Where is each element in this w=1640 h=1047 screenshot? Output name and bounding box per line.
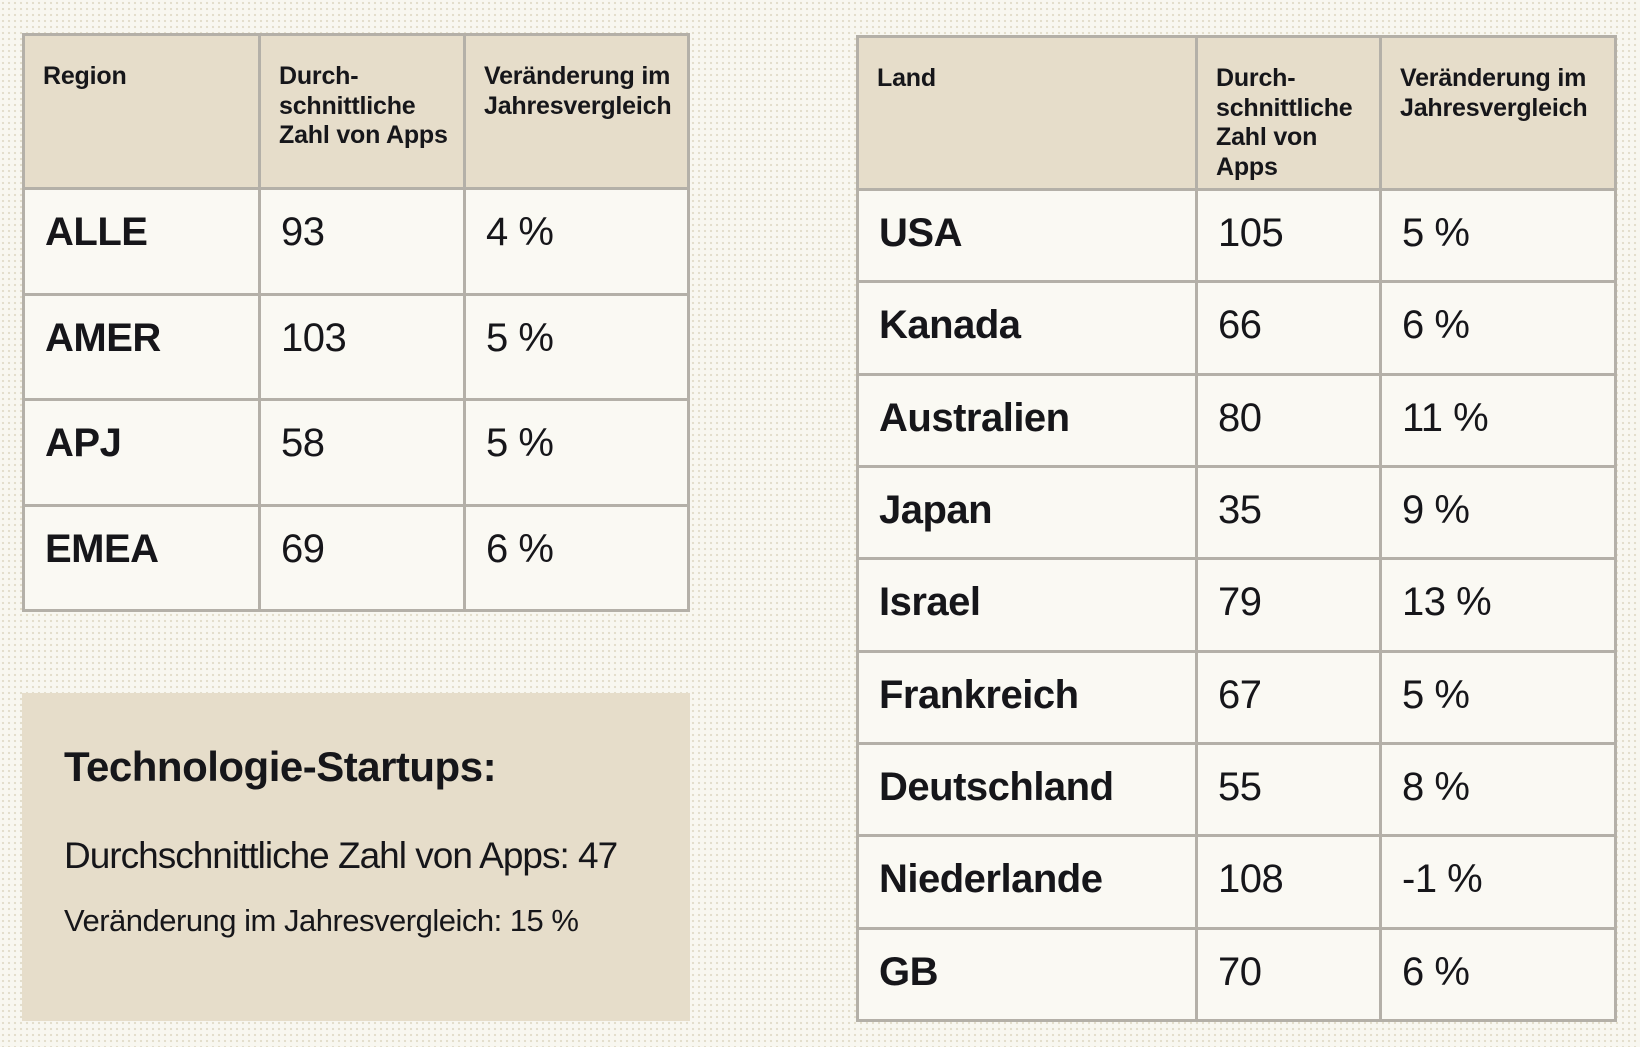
region-name: ALLE (25, 190, 258, 293)
country-table-header-yoy: Veränderung im Jahresvergleich (1382, 38, 1614, 188)
country-yoy: 13 % (1382, 560, 1614, 650)
country-yoy: 8 % (1382, 745, 1614, 835)
country-name: Israel (859, 560, 1195, 650)
region-avg-apps: 103 (261, 295, 463, 398)
country-name: GB (859, 929, 1195, 1019)
region-yoy: 6 % (466, 506, 687, 609)
region-name: EMEA (25, 506, 258, 609)
country-yoy: 9 % (1382, 468, 1614, 558)
country-name: Frankreich (859, 652, 1195, 742)
country-yoy: -1 % (1382, 837, 1614, 927)
country-name: Deutschland (859, 745, 1195, 835)
country-name: Australien (859, 375, 1195, 465)
country-avg-apps: 55 (1198, 745, 1379, 835)
country-name: USA (859, 191, 1195, 281)
region-avg-apps: 69 (261, 506, 463, 609)
country-yoy: 6 % (1382, 929, 1614, 1019)
region-yoy: 5 % (466, 401, 687, 504)
callout-yoy: Veränderung im Jahresvergleich: 15 % (64, 903, 579, 938)
country-avg-apps: 66 (1198, 283, 1379, 373)
region-yoy: 5 % (466, 295, 687, 398)
region-table-header-yoy: Veränderung im Jahresvergleich (466, 36, 687, 187)
region-name: APJ (25, 401, 258, 504)
region-table-header-region: Region (25, 36, 258, 187)
callout-avg-apps: Durchschnittliche Zahl von Apps: 47 (64, 835, 618, 876)
country-avg-apps: 70 (1198, 929, 1379, 1019)
country-avg-apps: 108 (1198, 837, 1379, 927)
country-avg-apps: 67 (1198, 652, 1379, 742)
region-table-header-avg-apps: Durch- schnittliche Zahl von Apps (261, 36, 463, 187)
country-avg-apps: 35 (1198, 468, 1379, 558)
country-yoy: 6 % (1382, 283, 1614, 373)
region-avg-apps: 93 (261, 190, 463, 293)
tech-startups-callout: Technologie-Startups: Durchschnittliche … (22, 693, 690, 1021)
callout-title: Technologie-Startups: (64, 743, 497, 790)
country-table-header-avg-apps: Durch- schnittliche Zahl von Apps (1198, 38, 1379, 188)
country-name: Kanada (859, 283, 1195, 373)
region-name: AMER (25, 295, 258, 398)
region-yoy: 4 % (466, 190, 687, 293)
country-name: Niederlande (859, 837, 1195, 927)
country-yoy: 11 % (1382, 375, 1614, 465)
country-avg-apps: 79 (1198, 560, 1379, 650)
country-yoy: 5 % (1382, 652, 1614, 742)
region-avg-apps: 58 (261, 401, 463, 504)
country-name: Japan (859, 468, 1195, 558)
country-table: Land Durch- schnittliche Zahl von Apps V… (856, 35, 1617, 1022)
country-avg-apps: 105 (1198, 191, 1379, 281)
country-yoy: 5 % (1382, 191, 1614, 281)
country-avg-apps: 80 (1198, 375, 1379, 465)
country-table-header-land: Land (859, 38, 1195, 188)
region-table: Region Durch- schnittliche Zahl von Apps… (22, 33, 690, 612)
